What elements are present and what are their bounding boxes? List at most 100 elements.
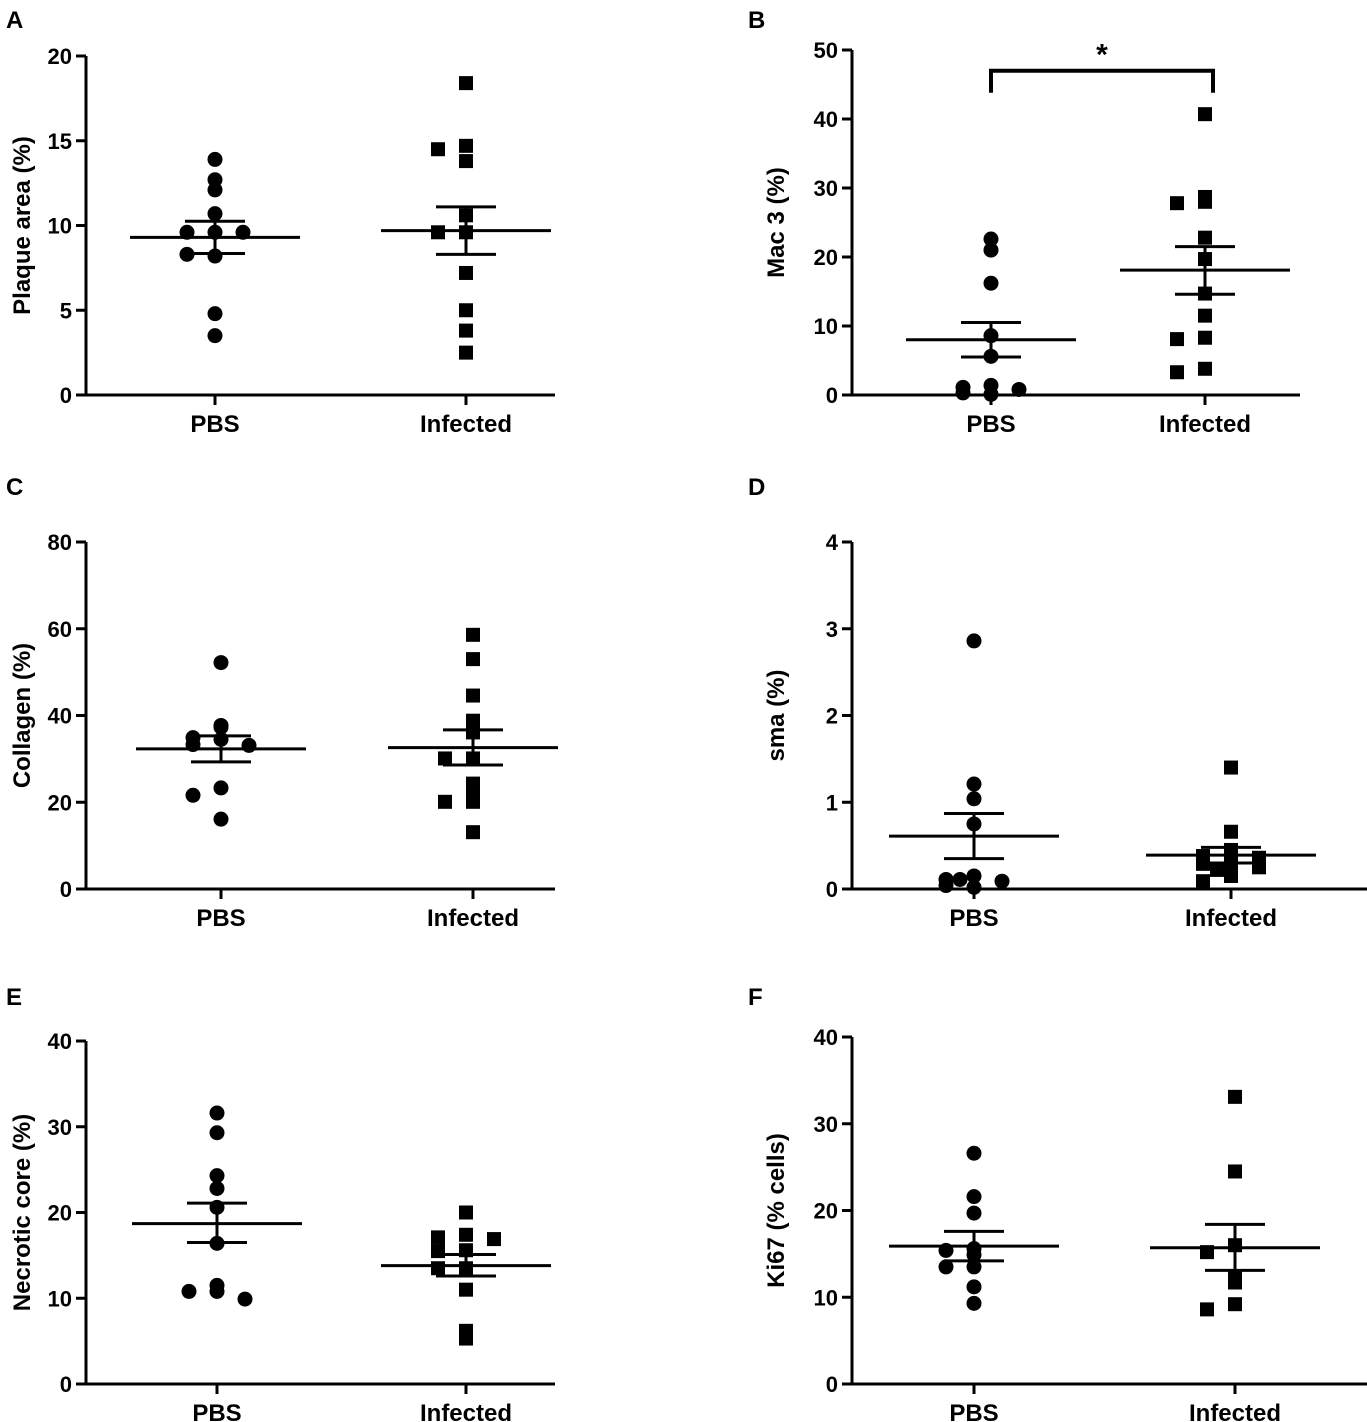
y-tick-label: 0 (60, 877, 72, 902)
y-tick-label: 40 (814, 107, 838, 132)
data-point-square (431, 225, 445, 240)
x-tick-label: Infected (1189, 1400, 1281, 1422)
y-tick-label: 10 (814, 314, 838, 339)
x-tick-label: PBS (190, 411, 239, 438)
data-point-square (1198, 361, 1212, 376)
x-tick-label: Infected (420, 411, 512, 438)
data-point-square (459, 323, 473, 338)
y-tick-label: 40 (48, 1029, 72, 1054)
data-point-square (1170, 332, 1184, 347)
data-point-square (487, 1232, 501, 1247)
x-tick-label: Infected (427, 905, 519, 932)
data-point-square (466, 627, 480, 642)
y-axis-title: Collagen (%) (9, 643, 36, 788)
data-point-square (1228, 1164, 1242, 1179)
data-point-circle (966, 1189, 982, 1205)
panel-f: F 0 10 20 30 40 PBS Infected Ki67 (% cells) (748, 984, 1367, 1422)
panel-c: C 0 20 40 60 80 PBS Infected Collagen (%) (6, 474, 558, 932)
data-point-circle (966, 1295, 982, 1311)
y-axis-title: Mac 3 (%) (763, 167, 790, 278)
y-tick-label: 30 (48, 1115, 72, 1140)
x-tick-label: PBS (196, 905, 245, 932)
data-point-circle (209, 1283, 225, 1299)
data-point-square (466, 713, 480, 728)
data-point-circle (938, 1259, 954, 1275)
y-tick-label: 80 (48, 530, 72, 555)
data-point-square (1224, 760, 1238, 775)
x-tick-label: PBS (966, 411, 1015, 438)
y-tick-label: 5 (60, 298, 72, 323)
x-tick-label: Infected (420, 1400, 512, 1422)
data-point-circle (952, 871, 968, 887)
data-point-circle (207, 151, 223, 167)
data-point-circle (966, 791, 982, 807)
x-tick-label: PBS (949, 1400, 998, 1422)
y-tick-label: 0 (826, 383, 838, 408)
panel-e: E 0 10 20 30 40 PBS Infected Necrotic core (%) (6, 984, 555, 1422)
data-point-circle (181, 1283, 197, 1299)
data-point-square (1228, 1275, 1242, 1290)
panel-letter: D (748, 474, 765, 501)
data-point-circle (237, 1291, 253, 1307)
data-point-circle (207, 328, 223, 344)
data-point-square (466, 783, 480, 798)
x-tick-label: PBS (192, 1400, 241, 1422)
data-point-square (1210, 862, 1224, 877)
y-tick-label: 15 (48, 129, 72, 154)
y-tick-label: 0 (826, 877, 838, 902)
y-tick-label: 1 (826, 790, 838, 815)
data-point-square (459, 1227, 473, 1242)
y-tick-label: 3 (826, 617, 838, 642)
y-tick-label: 40 (814, 1025, 838, 1050)
y-tick-label: 20 (48, 44, 72, 69)
x-tick-label: Infected (1185, 905, 1277, 932)
y-tick-label: 20 (48, 790, 72, 815)
data-point-square (1224, 824, 1238, 839)
data-point-square (459, 1205, 473, 1220)
data-point-square (459, 1282, 473, 1297)
x-tick-label: Infected (1159, 411, 1251, 438)
y-tick-label: 20 (48, 1201, 72, 1226)
data-point-square (1200, 1302, 1214, 1317)
data-point-square (459, 1331, 473, 1346)
data-point-circle (185, 787, 201, 803)
data-point-circle (207, 306, 223, 322)
data-point-square (1198, 230, 1212, 245)
data-point-circle (209, 1168, 225, 1184)
data-point-square (1170, 196, 1184, 211)
data-point-circle (966, 879, 982, 895)
data-point-square (459, 265, 473, 280)
y-tick-label: 4 (826, 530, 839, 555)
y-tick-label: 20 (814, 1199, 838, 1224)
panel-d: D 0 1 2 3 4 PBS Infected sma (%) (748, 474, 1367, 932)
data-point-circle (966, 1205, 982, 1221)
y-tick-label: 2 (826, 704, 838, 729)
data-point-circle (1011, 381, 1027, 397)
data-point-circle (955, 385, 971, 401)
y-tick-label: 0 (60, 1372, 72, 1397)
panel-letter: B (748, 7, 765, 34)
data-point-circle (207, 206, 223, 222)
data-point-circle (209, 1180, 225, 1196)
data-point-circle (241, 737, 257, 753)
data-point-circle (938, 878, 954, 894)
y-tick-label: 40 (48, 704, 72, 729)
y-tick-label: 50 (814, 38, 838, 63)
y-tick-label: 10 (48, 1286, 72, 1311)
data-point-square (438, 794, 452, 809)
data-point-circle (966, 868, 982, 884)
data-point-circle (966, 1145, 982, 1161)
data-point-square (1198, 330, 1212, 345)
y-tick-label: 60 (48, 617, 72, 642)
y-axis-title: Necrotic core (%) (9, 1114, 36, 1311)
data-point-circle (983, 386, 999, 402)
y-tick-label: 20 (814, 245, 838, 270)
panel-letter: A (6, 7, 23, 34)
y-tick-label: 0 (826, 1372, 838, 1397)
data-point-circle (213, 655, 229, 671)
data-point-square (1198, 308, 1212, 323)
data-point-square (431, 1261, 445, 1276)
data-point-circle (983, 275, 999, 291)
